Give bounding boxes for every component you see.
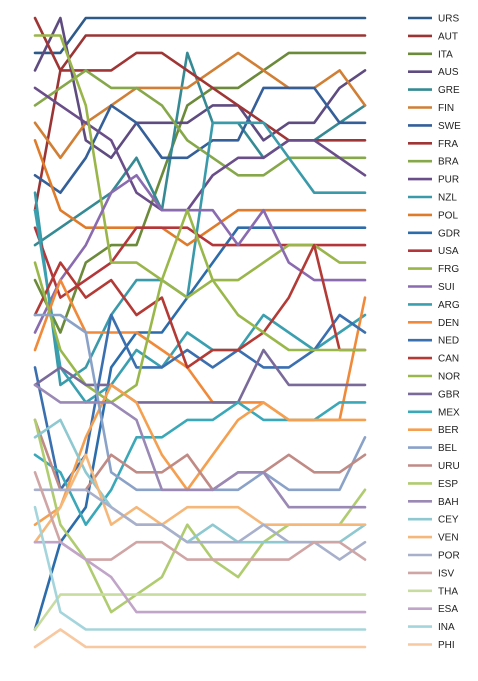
legend-item-gre: GRE xyxy=(408,85,460,96)
legend-item-bah: BAH xyxy=(408,497,459,508)
series-line-ita xyxy=(33,51,367,334)
series-line-aut xyxy=(33,34,367,212)
series-line-esp xyxy=(33,418,367,614)
legend-item-usa: USA xyxy=(408,246,459,257)
legend-label: THA xyxy=(438,586,458,597)
legend-label: FRA xyxy=(438,139,458,150)
legend-label: ISV xyxy=(438,568,454,579)
legend-label: URS xyxy=(438,14,459,25)
legend-item-nor: NOR xyxy=(408,372,460,383)
legend-label: BAH xyxy=(438,497,459,508)
legend-item-phi: PHI xyxy=(408,640,455,651)
series-line-gbr xyxy=(33,348,367,404)
legend-item-pol: POL xyxy=(408,210,458,221)
legend-item-esa: ESA xyxy=(408,604,458,615)
legend-item-aut: AUT xyxy=(408,31,458,42)
legend-label: BEL xyxy=(438,443,457,454)
legend-label: INA xyxy=(438,622,455,633)
series-line-aus xyxy=(33,16,367,160)
legend-item-bel: BEL xyxy=(408,443,457,454)
series-line-tha xyxy=(33,593,367,631)
series-line-urs xyxy=(33,16,367,55)
legend-label: URU xyxy=(438,461,460,472)
legend-label: CEY xyxy=(438,515,459,526)
legend-label: VEN xyxy=(438,533,459,544)
legend-item-ned: NED xyxy=(408,336,459,347)
series-line-ven xyxy=(33,453,367,544)
legend-item-tha: THA xyxy=(408,586,458,597)
series-lines-group xyxy=(33,16,367,649)
legend-item-ita: ITA xyxy=(408,49,453,60)
legend-label: SWE xyxy=(438,121,461,132)
legend-label: NED xyxy=(438,336,459,347)
series-line-bra xyxy=(33,69,367,177)
legend-item-cey: CEY xyxy=(408,515,459,526)
legend-label: PHI xyxy=(438,640,455,651)
legend-label: PUR xyxy=(438,175,459,186)
legend-item-fra: FRA xyxy=(408,139,458,150)
legend-label: AUS xyxy=(438,67,459,78)
legend-item-mex: MEX xyxy=(408,407,460,418)
legend-item-den: DEN xyxy=(408,318,459,329)
series-line-arg xyxy=(33,208,367,404)
legend-label: MEX xyxy=(438,407,460,418)
legend-item-fin: FIN xyxy=(408,103,454,114)
legend-label: GDR xyxy=(438,228,460,239)
legend-label: AUT xyxy=(438,31,458,42)
series-line-bah xyxy=(33,383,367,509)
legend-label: POR xyxy=(438,551,460,562)
series-line-frg xyxy=(33,34,367,299)
legend-item-nzl: NZL xyxy=(408,193,457,204)
legend-label: NZL xyxy=(438,193,457,204)
legend-label: FRG xyxy=(438,264,459,275)
legend-item-can: CAN xyxy=(408,354,459,365)
legend-item-frg: FRG xyxy=(408,264,459,275)
legend-item-ina: INA xyxy=(408,622,455,633)
legend-label: SUI xyxy=(438,282,455,293)
legend-label: ARG xyxy=(438,300,460,311)
legend-label: CAN xyxy=(438,354,459,365)
legend-label: FIN xyxy=(438,103,454,114)
legend-label: USA xyxy=(438,246,459,257)
series-line-por xyxy=(33,488,367,561)
legend-item-urs: URS xyxy=(408,14,459,25)
legend-label: ESP xyxy=(438,479,458,490)
legend-label: BRA xyxy=(438,157,459,168)
legend-item-sui: SUI xyxy=(408,282,455,293)
legend-item-uru: URU xyxy=(408,461,460,472)
series-line-uru xyxy=(33,418,367,492)
legend-label: ITA xyxy=(438,49,453,60)
legend-label: GRE xyxy=(438,85,460,96)
legend-label: GBR xyxy=(438,389,460,400)
series-line-sui xyxy=(33,174,367,334)
legend-item-ber: BER xyxy=(408,425,459,436)
series-line-phi xyxy=(33,628,367,649)
legend-item-gdr: GDR xyxy=(408,228,460,239)
legend-label: DEN xyxy=(438,318,459,329)
legend-label: ESA xyxy=(438,604,458,615)
legend-item-arg: ARG xyxy=(408,300,460,311)
legend-item-isv: ISV xyxy=(408,568,454,579)
legend-item-esp: ESP xyxy=(408,479,458,490)
series-line-isv xyxy=(33,470,367,561)
series-line-esa xyxy=(33,540,367,614)
legend-item-gbr: GBR xyxy=(408,389,460,400)
legend-item-por: POR xyxy=(408,551,460,562)
series-line-ina xyxy=(33,505,367,631)
legend-item-ven: VEN xyxy=(408,533,459,544)
legend-label: POL xyxy=(438,210,458,221)
legend: URS AUT ITA AUS GRE FIN SWE FRA BRA PUR NZL POL GDR U… xyxy=(408,14,461,651)
legend-label: BER xyxy=(438,425,459,436)
legend-label: NOR xyxy=(438,372,460,383)
legend-item-pur: PUR xyxy=(408,175,459,186)
legend-item-aus: AUS xyxy=(408,67,459,78)
legend-item-swe: SWE xyxy=(408,121,461,132)
series-line-nor xyxy=(33,208,367,404)
series-line-can xyxy=(33,243,367,369)
legend-item-bra: BRA xyxy=(408,157,459,168)
